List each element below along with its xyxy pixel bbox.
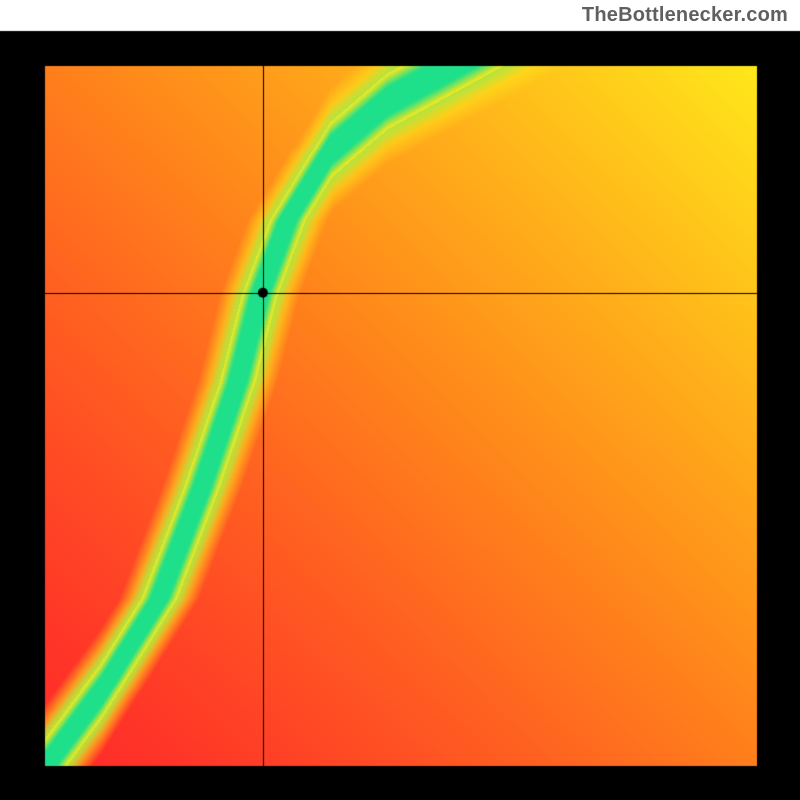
attribution-label: TheBottlenecker.com xyxy=(582,4,788,27)
bottleneck-heatmap xyxy=(0,0,800,800)
